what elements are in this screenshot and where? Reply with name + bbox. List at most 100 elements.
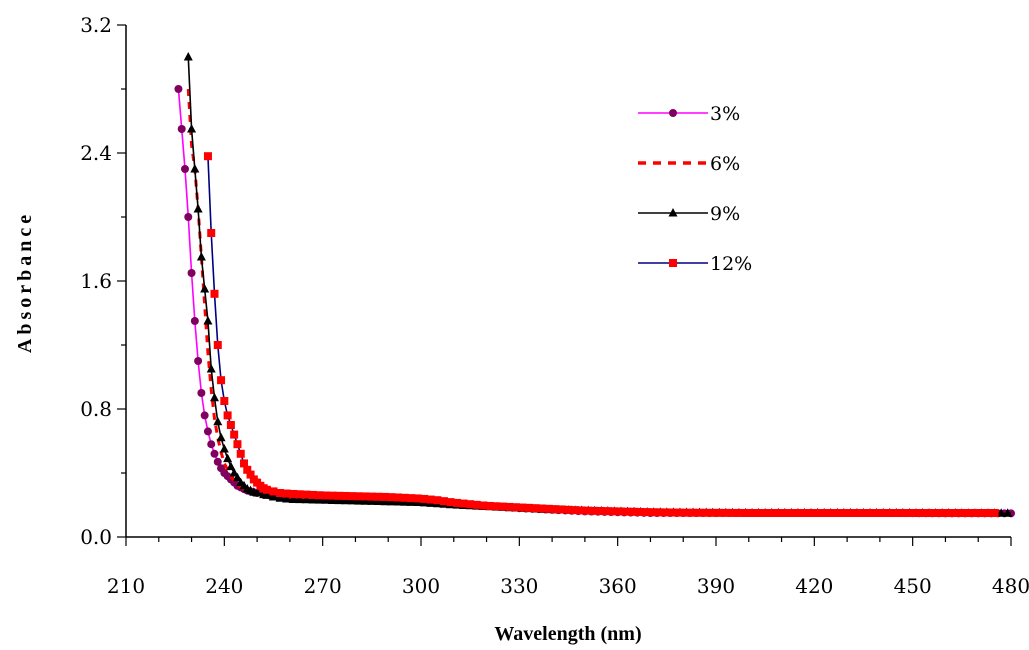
series-point	[767, 509, 776, 517]
series-point	[295, 490, 304, 499]
series-point	[226, 421, 235, 429]
series-point	[335, 491, 344, 500]
y-axis-title: Absorbance	[14, 211, 36, 353]
series-point	[584, 506, 593, 515]
series-point	[885, 509, 894, 517]
legend-item: 9%	[638, 203, 740, 225]
y-tick-label: 2.4	[80, 141, 112, 165]
series-point	[207, 229, 216, 237]
series-point	[544, 504, 553, 513]
series-point	[187, 269, 196, 277]
series-point	[728, 508, 737, 517]
series-point	[361, 492, 370, 501]
series-point	[984, 509, 993, 517]
axes	[125, 25, 1011, 538]
series-point	[734, 508, 743, 517]
series-point	[610, 507, 619, 516]
series-point	[276, 489, 285, 497]
series-point	[551, 505, 560, 514]
series-point	[413, 494, 422, 503]
series-point	[866, 509, 875, 517]
series-point	[206, 364, 216, 373]
series-point	[420, 494, 429, 503]
series-point	[203, 316, 213, 325]
series-point	[669, 508, 678, 517]
series-point	[485, 501, 494, 510]
series-point	[695, 508, 704, 517]
series-point	[898, 509, 907, 517]
series-point	[213, 341, 222, 349]
series-point	[1003, 508, 1013, 517]
series-point	[603, 507, 612, 516]
legend-item: 6%	[638, 153, 740, 175]
legend-label: 6%	[710, 153, 740, 175]
series-point	[879, 509, 888, 517]
series-point	[407, 494, 416, 503]
series-point	[846, 509, 855, 517]
series-point	[177, 125, 186, 133]
series-point	[394, 493, 403, 502]
x-tick-label: 300	[402, 574, 440, 598]
legend-label: 12%	[710, 253, 752, 275]
series-point	[616, 507, 625, 516]
series-point	[538, 504, 547, 513]
series-point	[649, 508, 658, 517]
series-point	[433, 496, 442, 505]
series-point	[518, 503, 527, 512]
series-point	[970, 509, 979, 517]
series-point	[996, 508, 1006, 517]
series-point	[213, 416, 223, 426]
series-point	[944, 509, 953, 517]
series-point	[564, 505, 573, 514]
series-point	[269, 492, 278, 501]
series-point	[590, 506, 599, 515]
series-point	[217, 376, 226, 385]
series-point	[328, 495, 337, 504]
series-point	[400, 493, 409, 502]
legend-label: 9%	[710, 203, 740, 225]
series-point	[951, 509, 960, 517]
series-point	[938, 509, 947, 517]
series-9pct	[183, 52, 1013, 517]
x-tick-label: 330	[500, 574, 538, 598]
y-tick-label: 0.8	[80, 397, 112, 421]
series-point	[295, 494, 305, 504]
series-point	[702, 508, 711, 517]
series-point	[282, 494, 292, 503]
series-point	[354, 496, 364, 505]
series-point	[925, 509, 934, 517]
series-12pct	[203, 152, 999, 517]
series-point	[505, 502, 514, 511]
series-point	[498, 502, 507, 511]
series-point	[512, 503, 521, 512]
series-point	[820, 509, 829, 517]
series-3pct	[174, 85, 1015, 518]
series-point	[833, 509, 842, 517]
series-point	[761, 509, 770, 517]
x-tick-label: 270	[304, 574, 342, 598]
series-point	[194, 357, 203, 365]
series-point	[813, 509, 822, 517]
x-tick-label: 420	[795, 574, 833, 598]
series-point	[203, 152, 212, 161]
series-point	[643, 508, 652, 517]
tick-labels: 210 240 270 300 330 360 390 420 450 480 0.0 0.8 1.6 2…	[80, 13, 1029, 598]
series-point	[453, 498, 462, 507]
series-point	[200, 411, 209, 420]
series-point	[373, 496, 383, 506]
series-point	[872, 509, 881, 517]
legend: 3% 6% 9% 12%	[638, 103, 752, 275]
legend-marker	[669, 259, 677, 267]
series-point	[800, 509, 809, 517]
series-line	[207, 156, 995, 514]
series-point	[230, 430, 239, 439]
series-point	[321, 495, 331, 504]
series-line	[186, 88, 1011, 516]
series-point	[174, 85, 183, 93]
series-point	[656, 508, 665, 517]
series-point	[630, 507, 639, 516]
series-point	[367, 492, 376, 501]
series-point	[269, 487, 278, 496]
series-point	[348, 492, 357, 501]
